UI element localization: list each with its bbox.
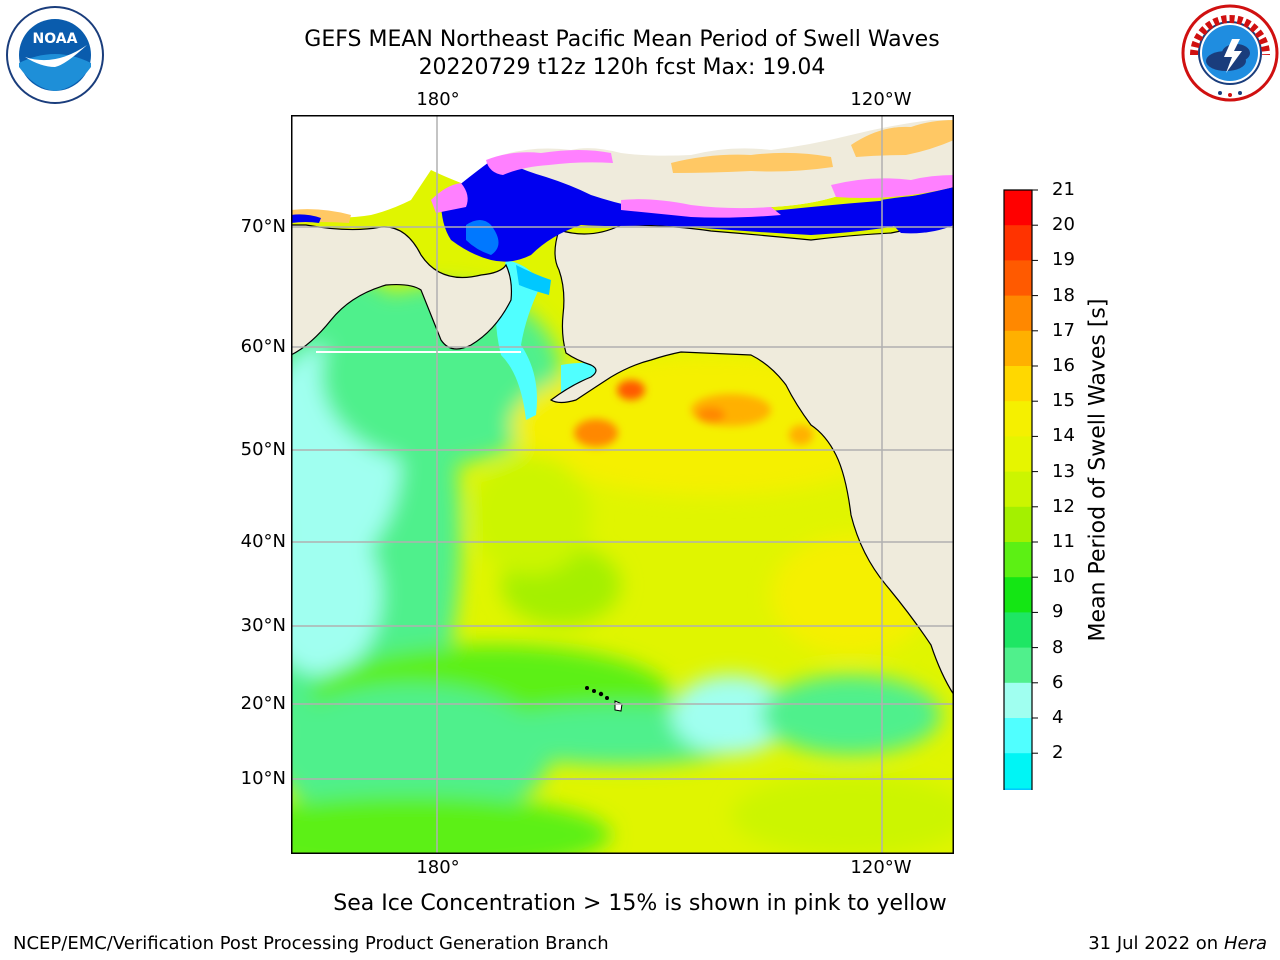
lat-label-30n: 30°N xyxy=(240,615,286,636)
colorbar-swatch xyxy=(1004,753,1032,789)
colorbar-swatch xyxy=(1004,366,1032,402)
chart-subtitle: 20220729 t12z 120h fcst Max: 19.04 xyxy=(418,55,826,80)
colorbar-swatch xyxy=(1004,788,1032,825)
colorbar-swatch xyxy=(1004,436,1032,473)
colorbar-tick-label: 17 xyxy=(1052,319,1075,341)
lon-label-bottom-120w: 120°W xyxy=(850,857,912,878)
lon-label-top-180: 180° xyxy=(416,89,460,110)
lon-label-top-120w: 120°W xyxy=(850,89,912,110)
colorbar-tick-label: 16 xyxy=(1052,355,1075,376)
colorbar-swatch xyxy=(1004,401,1032,437)
colorbar xyxy=(990,180,1090,889)
colorbar-swatch xyxy=(1004,471,1032,508)
colorbar-swatch xyxy=(1004,577,1032,613)
map-panel xyxy=(291,115,954,854)
sea-ice xyxy=(291,120,954,223)
colorbar-tick-label: 9 xyxy=(1052,601,1064,623)
colorbar-tick-label: 4 xyxy=(1052,707,1064,728)
colorbar-tick-label: 14 xyxy=(1052,425,1075,447)
colorbar-tick-label: 8 xyxy=(1052,636,1064,658)
colorbar-swatch xyxy=(1004,330,1032,367)
noaa-logo-text: NOAA xyxy=(33,31,78,47)
colorbar-tick-label: 21 xyxy=(1052,179,1075,200)
colorbar-swatch xyxy=(1004,718,1032,754)
colorbar-swatch xyxy=(1004,225,1032,261)
colorbar-swatch xyxy=(1004,647,1032,684)
credit-branch: NCEP/EMC/Verification Post Processing Pr… xyxy=(13,933,609,954)
lat-label-70n: 70°N xyxy=(240,216,286,237)
colorbar-swatch xyxy=(1004,506,1032,543)
credit-machine: Hera xyxy=(1223,933,1267,954)
colorbar-swatch xyxy=(1004,612,1032,649)
colorbar-swatch xyxy=(1004,260,1032,297)
map-frame xyxy=(291,115,954,854)
colorbar-tick-label: 2 xyxy=(1052,742,1064,764)
colorbar-tick-label: 19 xyxy=(1052,249,1075,271)
colorbar-graphic xyxy=(1003,189,1038,889)
colorbar-tick-label: 11 xyxy=(1052,531,1075,552)
colorbar-tick-label: 13 xyxy=(1052,460,1075,482)
colorbar-tick-label: 12 xyxy=(1052,495,1075,517)
colorbar-tick-label: 10 xyxy=(1052,566,1075,588)
swell-max-patches xyxy=(574,380,813,447)
lat-label-10n: 10°N xyxy=(240,768,286,789)
nws-logo-icon xyxy=(1181,4,1279,102)
lat-label-50n: 50°N xyxy=(240,439,286,460)
colorbar-swatch xyxy=(1004,682,1032,719)
nws-logo xyxy=(1180,3,1280,103)
colorbar-swatch xyxy=(1004,295,1032,332)
noaa-logo-icon: NOAA xyxy=(6,6,104,104)
colorbar-tick-label: 6 xyxy=(1052,671,1064,693)
colorbar-tick-label: 15 xyxy=(1052,390,1075,412)
colorbar-tick-label: 20 xyxy=(1052,214,1075,236)
lat-label-60n: 60°N xyxy=(240,336,286,357)
lat-label-40n: 40°N xyxy=(240,531,286,552)
swell-period-map xyxy=(291,115,954,854)
sea-ice-footnote: Sea Ice Concentration > 15% is shown in … xyxy=(333,891,947,916)
noaa-logo: NOAA xyxy=(5,5,105,105)
colorbar-swatch xyxy=(1004,542,1032,578)
colorbar-tick-label: 18 xyxy=(1052,284,1075,306)
credit-date-text: 31 Jul 2022 on xyxy=(1088,933,1224,954)
chart-title: GEFS MEAN Northeast Pacific Mean Period … xyxy=(304,27,940,52)
lon-label-bottom-180: 180° xyxy=(416,857,460,878)
credit-date: 31 Jul 2022 on Hera xyxy=(1088,933,1267,954)
colorbar-title: Mean Period of Swell Waves [s] xyxy=(1085,298,1111,642)
graticule xyxy=(291,115,954,854)
colorbar-swatch xyxy=(1004,190,1032,226)
lat-label-20n: 20°N xyxy=(240,693,286,714)
